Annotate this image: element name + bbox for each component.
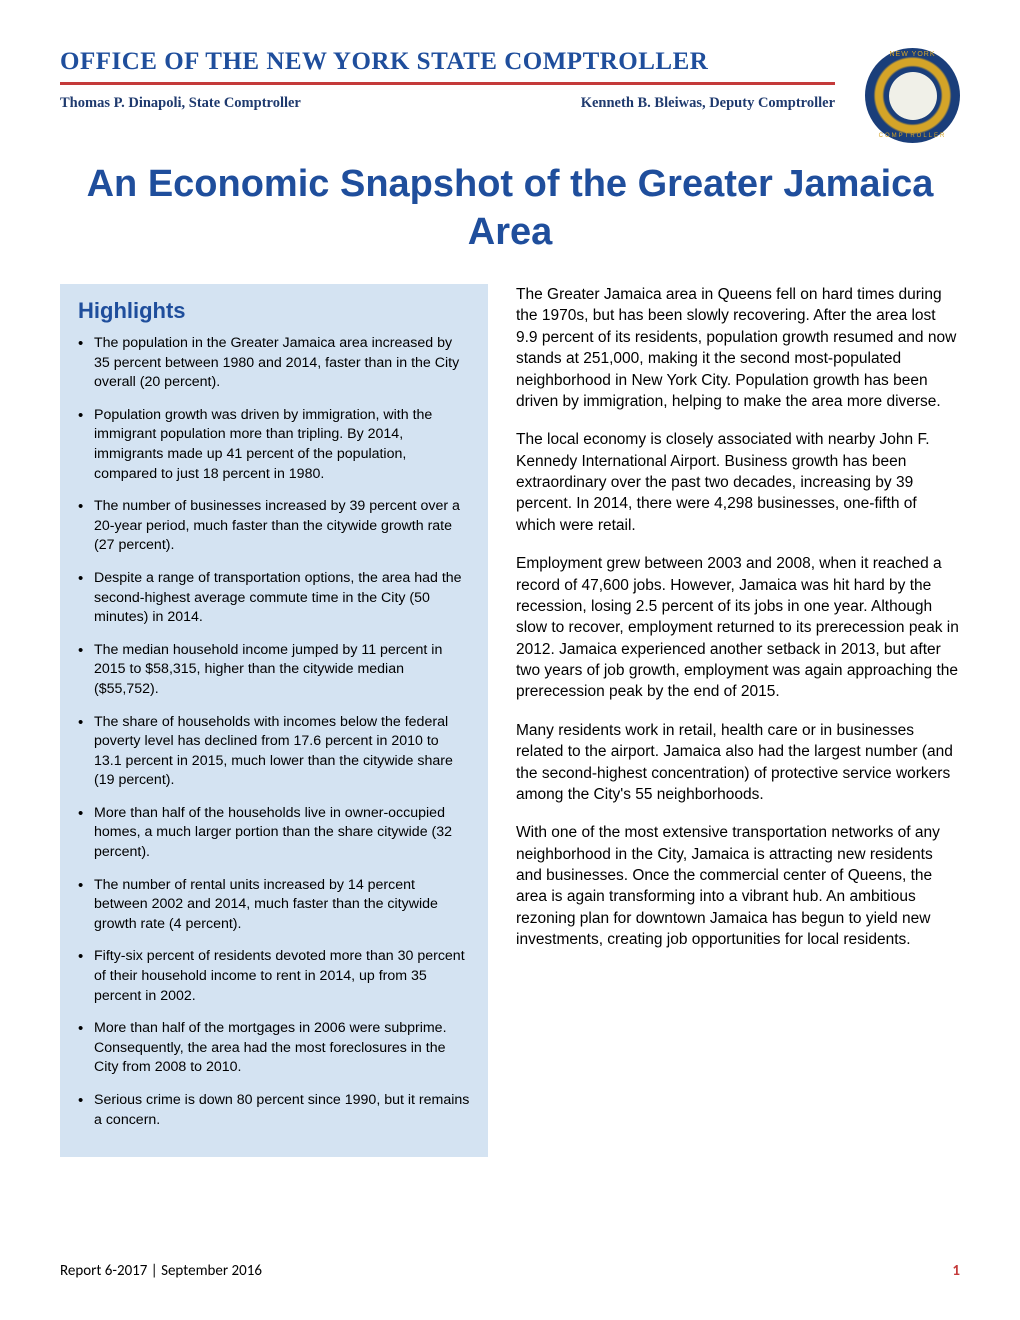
seal-inner [889, 72, 937, 120]
seal-text-top: NEW YORK [890, 51, 936, 58]
footer-report-info: Report 6-2017 | September 2016 [60, 1262, 262, 1280]
list-item: The number of rental units increased by … [78, 876, 470, 935]
deputy-name: Kenneth B. Bleiwas, Deputy Comptroller [581, 95, 835, 112]
page-footer: Report 6-2017 | September 2016 1 [60, 1262, 960, 1280]
list-item: More than half of the mortgages in 2006 … [78, 1019, 470, 1078]
body-paragraph: Many residents work in retail, health ca… [516, 720, 960, 806]
list-item: Serious crime is down 80 percent since 1… [78, 1091, 470, 1130]
body-paragraph: The Greater Jamaica area in Queens fell … [516, 284, 960, 412]
list-item: The share of households with incomes bel… [78, 713, 470, 791]
page-title: An Economic Snapshot of the Greater Jama… [60, 161, 960, 256]
list-item: The number of businesses increased by 39… [78, 497, 470, 556]
list-item: The population in the Greater Jamaica ar… [78, 334, 470, 393]
list-item: The median household income jumped by 11… [78, 641, 470, 700]
list-item: Despite a range of transportation option… [78, 569, 470, 628]
office-title: OFFICE OF THE NEW YORK STATE COMPTROLLER [60, 48, 845, 76]
subheader-row: Thomas P. Dinapoli, State Comptroller Ke… [60, 95, 835, 112]
content-columns: Highlights The population in the Greater… [60, 284, 960, 1157]
document-header: OFFICE OF THE NEW YORK STATE COMPTROLLER… [60, 48, 960, 143]
list-item: More than half of the households live in… [78, 804, 470, 863]
highlights-list: The population in the Greater Jamaica ar… [78, 334, 470, 1130]
body-paragraph: With one of the most extensive transport… [516, 822, 960, 950]
state-seal-icon: NEW YORK COMPTROLLER [865, 48, 960, 143]
header-left: OFFICE OF THE NEW YORK STATE COMPTROLLER… [60, 48, 845, 112]
header-divider [60, 82, 835, 85]
page-number: 1 [952, 1262, 960, 1280]
body-paragraph: The local economy is closely associated … [516, 429, 960, 536]
list-item: Fifty-six percent of residents devoted m… [78, 947, 470, 1006]
body-paragraph: Employment grew between 2003 and 2008, w… [516, 553, 960, 703]
list-item: Population growth was driven by immigrat… [78, 406, 470, 484]
highlights-title: Highlights [78, 298, 470, 324]
body-text-column: The Greater Jamaica area in Queens fell … [516, 284, 960, 1157]
highlights-box: Highlights The population in the Greater… [60, 284, 488, 1157]
seal-text-bottom: COMPTROLLER [879, 133, 947, 139]
comptroller-name: Thomas P. Dinapoli, State Comptroller [60, 95, 301, 112]
